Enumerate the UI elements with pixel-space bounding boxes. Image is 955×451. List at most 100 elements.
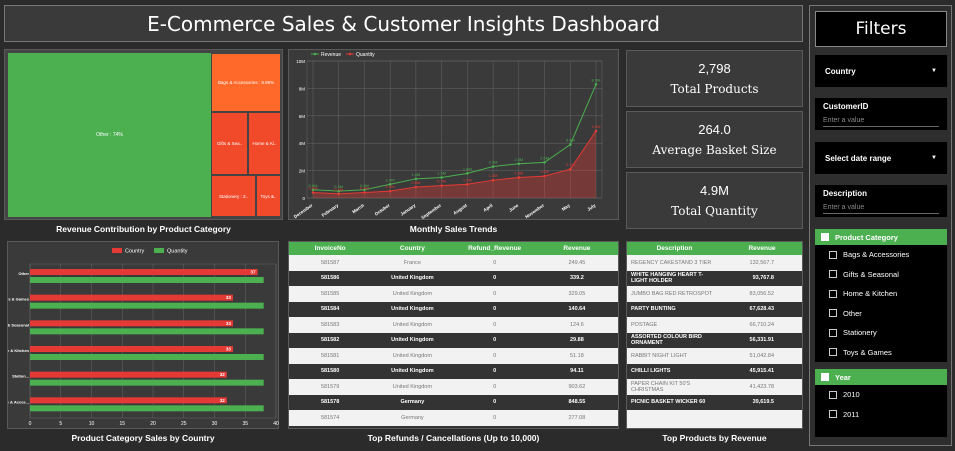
table-row[interactable]: 581582 United Kingdom 0 29.88 <box>289 332 618 348</box>
bar-quantity[interactable] <box>30 354 264 360</box>
treemap-tile-home[interactable]: Home & Ki.. <box>248 112 281 175</box>
data-label: 33 <box>226 347 232 352</box>
bar-quantity[interactable] <box>30 277 264 283</box>
column-header[interactable]: Country <box>371 242 454 255</box>
description-field[interactable]: Description Enter a value <box>815 185 947 217</box>
description-input[interactable]: Enter a value <box>823 204 939 214</box>
column-header[interactable]: Revenue <box>722 242 802 255</box>
table-row[interactable]: ASSORTED COLOUR BIRD ORNAMENT 56,331.91 <box>627 332 802 348</box>
bar-country[interactable] <box>30 294 233 301</box>
year-option-label: 2010 <box>843 390 860 400</box>
checkbox-icon <box>821 233 829 241</box>
category-option[interactable]: Home & Kitchen <box>815 284 947 304</box>
table-row[interactable]: CHILLI LIGHTS 45,915.41 <box>627 363 802 379</box>
category-option[interactable]: Stationery <box>815 323 947 343</box>
table-row[interactable]: 581579 United Kingdom 0 903.62 <box>289 379 618 395</box>
data-point <box>414 185 418 189</box>
customerid-field[interactable]: CustomerID Enter a value <box>815 98 947 130</box>
category-option[interactable]: Toys & Games <box>815 343 947 363</box>
table-row[interactable]: JUMBO BAG RED RETROSPOT 83,056.52 <box>627 286 802 302</box>
treemap-tile-gifts[interactable]: Gifts & Sea.. <box>211 112 248 175</box>
customerid-input[interactable]: Enter a value <box>823 117 939 127</box>
column-header[interactable]: Refund_Revenue <box>453 242 536 255</box>
country-dropdown[interactable]: Country ▼ <box>815 55 947 87</box>
table-cell: 0 <box>453 317 536 333</box>
x-tick-label: April <box>482 203 493 213</box>
treemap-tile-toys[interactable]: Toys &.. <box>256 175 281 217</box>
year-header[interactable]: Year <box>815 369 947 385</box>
table-cell: CHILLI LIGHTS <box>627 363 722 379</box>
table-cell: United Kingdom <box>371 286 454 302</box>
table-row[interactable]: 581578 Germany 0 848.55 <box>289 394 618 410</box>
x-tick-label: 0 <box>29 421 32 427</box>
bar-quantity[interactable] <box>30 328 264 335</box>
category-option[interactable]: Bags & Accessories <box>815 245 947 265</box>
bar-country[interactable] <box>30 371 227 378</box>
kpi-value: 2,798 <box>698 61 731 76</box>
bar-country[interactable] <box>30 320 233 327</box>
table-row[interactable]: 581584 United Kingdom 0 140.64 <box>289 301 618 317</box>
legend-label: Quantity <box>167 249 188 255</box>
table-cell: WHITE HANGING HEART T-LIGHT HOLDER <box>627 270 722 286</box>
bar-country[interactable] <box>30 397 227 404</box>
table-row[interactable]: PARTY BUNTING 67,628.43 <box>627 301 802 317</box>
checkbox-icon <box>829 328 837 337</box>
bar-country[interactable] <box>30 269 258 275</box>
y-tick-label: 4M <box>299 141 306 146</box>
table-row[interactable]: 581574 Germany 0 277.08 <box>289 410 618 426</box>
table-cell: 0 <box>453 286 536 302</box>
category-option[interactable]: Other <box>815 304 947 324</box>
year-option[interactable]: 2011 <box>815 405 947 425</box>
data-label: 1.0M <box>463 177 472 182</box>
checkbox-icon <box>829 309 837 318</box>
data-label: 1.5M <box>437 170 446 175</box>
table-row[interactable]: REGENCY CAKESTAND 3 TIER 132,567.7 <box>627 255 802 271</box>
category-header[interactable]: Product Category <box>815 229 947 245</box>
table-row[interactable]: 581585 United Kingdom 0 329.05 <box>289 286 618 302</box>
column-header[interactable]: InvoiceNo <box>289 242 372 255</box>
category-option-label: Gifts & Seasonal <box>843 269 899 279</box>
date-range-picker[interactable]: Select date range ▼ <box>815 142 947 174</box>
table-row[interactable]: RABBIT NIGHT LIGHT 51,042.84 <box>627 348 802 364</box>
table-row[interactable]: PAPER CHAIN KIT 50'S CHRISTMAS 41,423.78 <box>627 379 802 395</box>
bar-country[interactable] <box>30 346 233 352</box>
legend-marker <box>348 52 352 56</box>
table-row[interactable]: 581586 United Kingdom 0 339.2 <box>289 270 618 286</box>
table-cell: United Kingdom <box>371 348 454 364</box>
line-chart-panel: 0 2M 4M 6M 8M 10M December February March October… <box>288 49 619 220</box>
treemap-panel: Other : 74% Bags & Accessories : 9.96% G… <box>4 49 283 220</box>
bar-quantity[interactable] <box>30 379 264 386</box>
kpi-value: 264.0 <box>698 122 731 137</box>
table-cell: 581584 <box>289 301 372 317</box>
refunds-table-panel: InvoiceNo Country Refund_Revenue Revenue 58… <box>288 241 619 429</box>
data-point <box>466 183 469 186</box>
table-row[interactable]: WHITE HANGING HEART T-LIGHT HOLDER 93,767… <box>627 270 802 286</box>
table-cell: 66,710.24 <box>722 317 802 333</box>
column-header[interactable]: Revenue <box>535 242 618 255</box>
treemap-tile-stationery[interactable]: Stationery : 3.. <box>211 175 256 217</box>
x-tick-label: May <box>561 202 571 211</box>
y-tick-label: Station... <box>12 374 29 379</box>
table-row[interactable]: 581580 United Kingdom 0 94.11 <box>289 363 618 379</box>
category-option[interactable]: Gifts & Seasonal <box>815 265 947 285</box>
table-cell: PAPER CHAIN KIT 50'S CHRISTMAS <box>627 379 722 395</box>
data-label: 2.6M <box>540 155 549 160</box>
table-row[interactable]: POSTAGE 66,710.24 <box>627 317 802 333</box>
column-header[interactable]: Description <box>627 242 722 255</box>
table-row[interactable]: PICNIC BASKET WICKER 60 39,619.5 <box>627 394 802 410</box>
bar-quantity[interactable] <box>30 405 264 412</box>
table-row[interactable]: 581581 United Kingdom 0 51.18 <box>289 348 618 364</box>
checkbox-icon <box>829 270 837 279</box>
x-tick-label: 35 <box>242 421 248 427</box>
refunds-table: InvoiceNo Country Refund_Revenue Revenue 58… <box>289 242 618 428</box>
table-cell: 45,915.41 <box>722 363 802 379</box>
table-row[interactable]: 581573United Kingdom0260.52 <box>289 425 618 428</box>
series-line-revenue <box>312 84 597 192</box>
bar-quantity[interactable] <box>30 302 264 309</box>
year-option[interactable]: 2010 <box>815 385 947 405</box>
treemap-tile-other[interactable]: Other : 74% <box>8 53 211 217</box>
table-row[interactable]: 581583 United Kingdom 0 124.6 <box>289 317 618 333</box>
table-row[interactable]: 581587 France 0 249.45 <box>289 255 618 271</box>
treemap-tile-bags[interactable]: Bags & Accessories : 9.96% <box>211 53 281 112</box>
data-label: 0.5M <box>334 184 343 189</box>
